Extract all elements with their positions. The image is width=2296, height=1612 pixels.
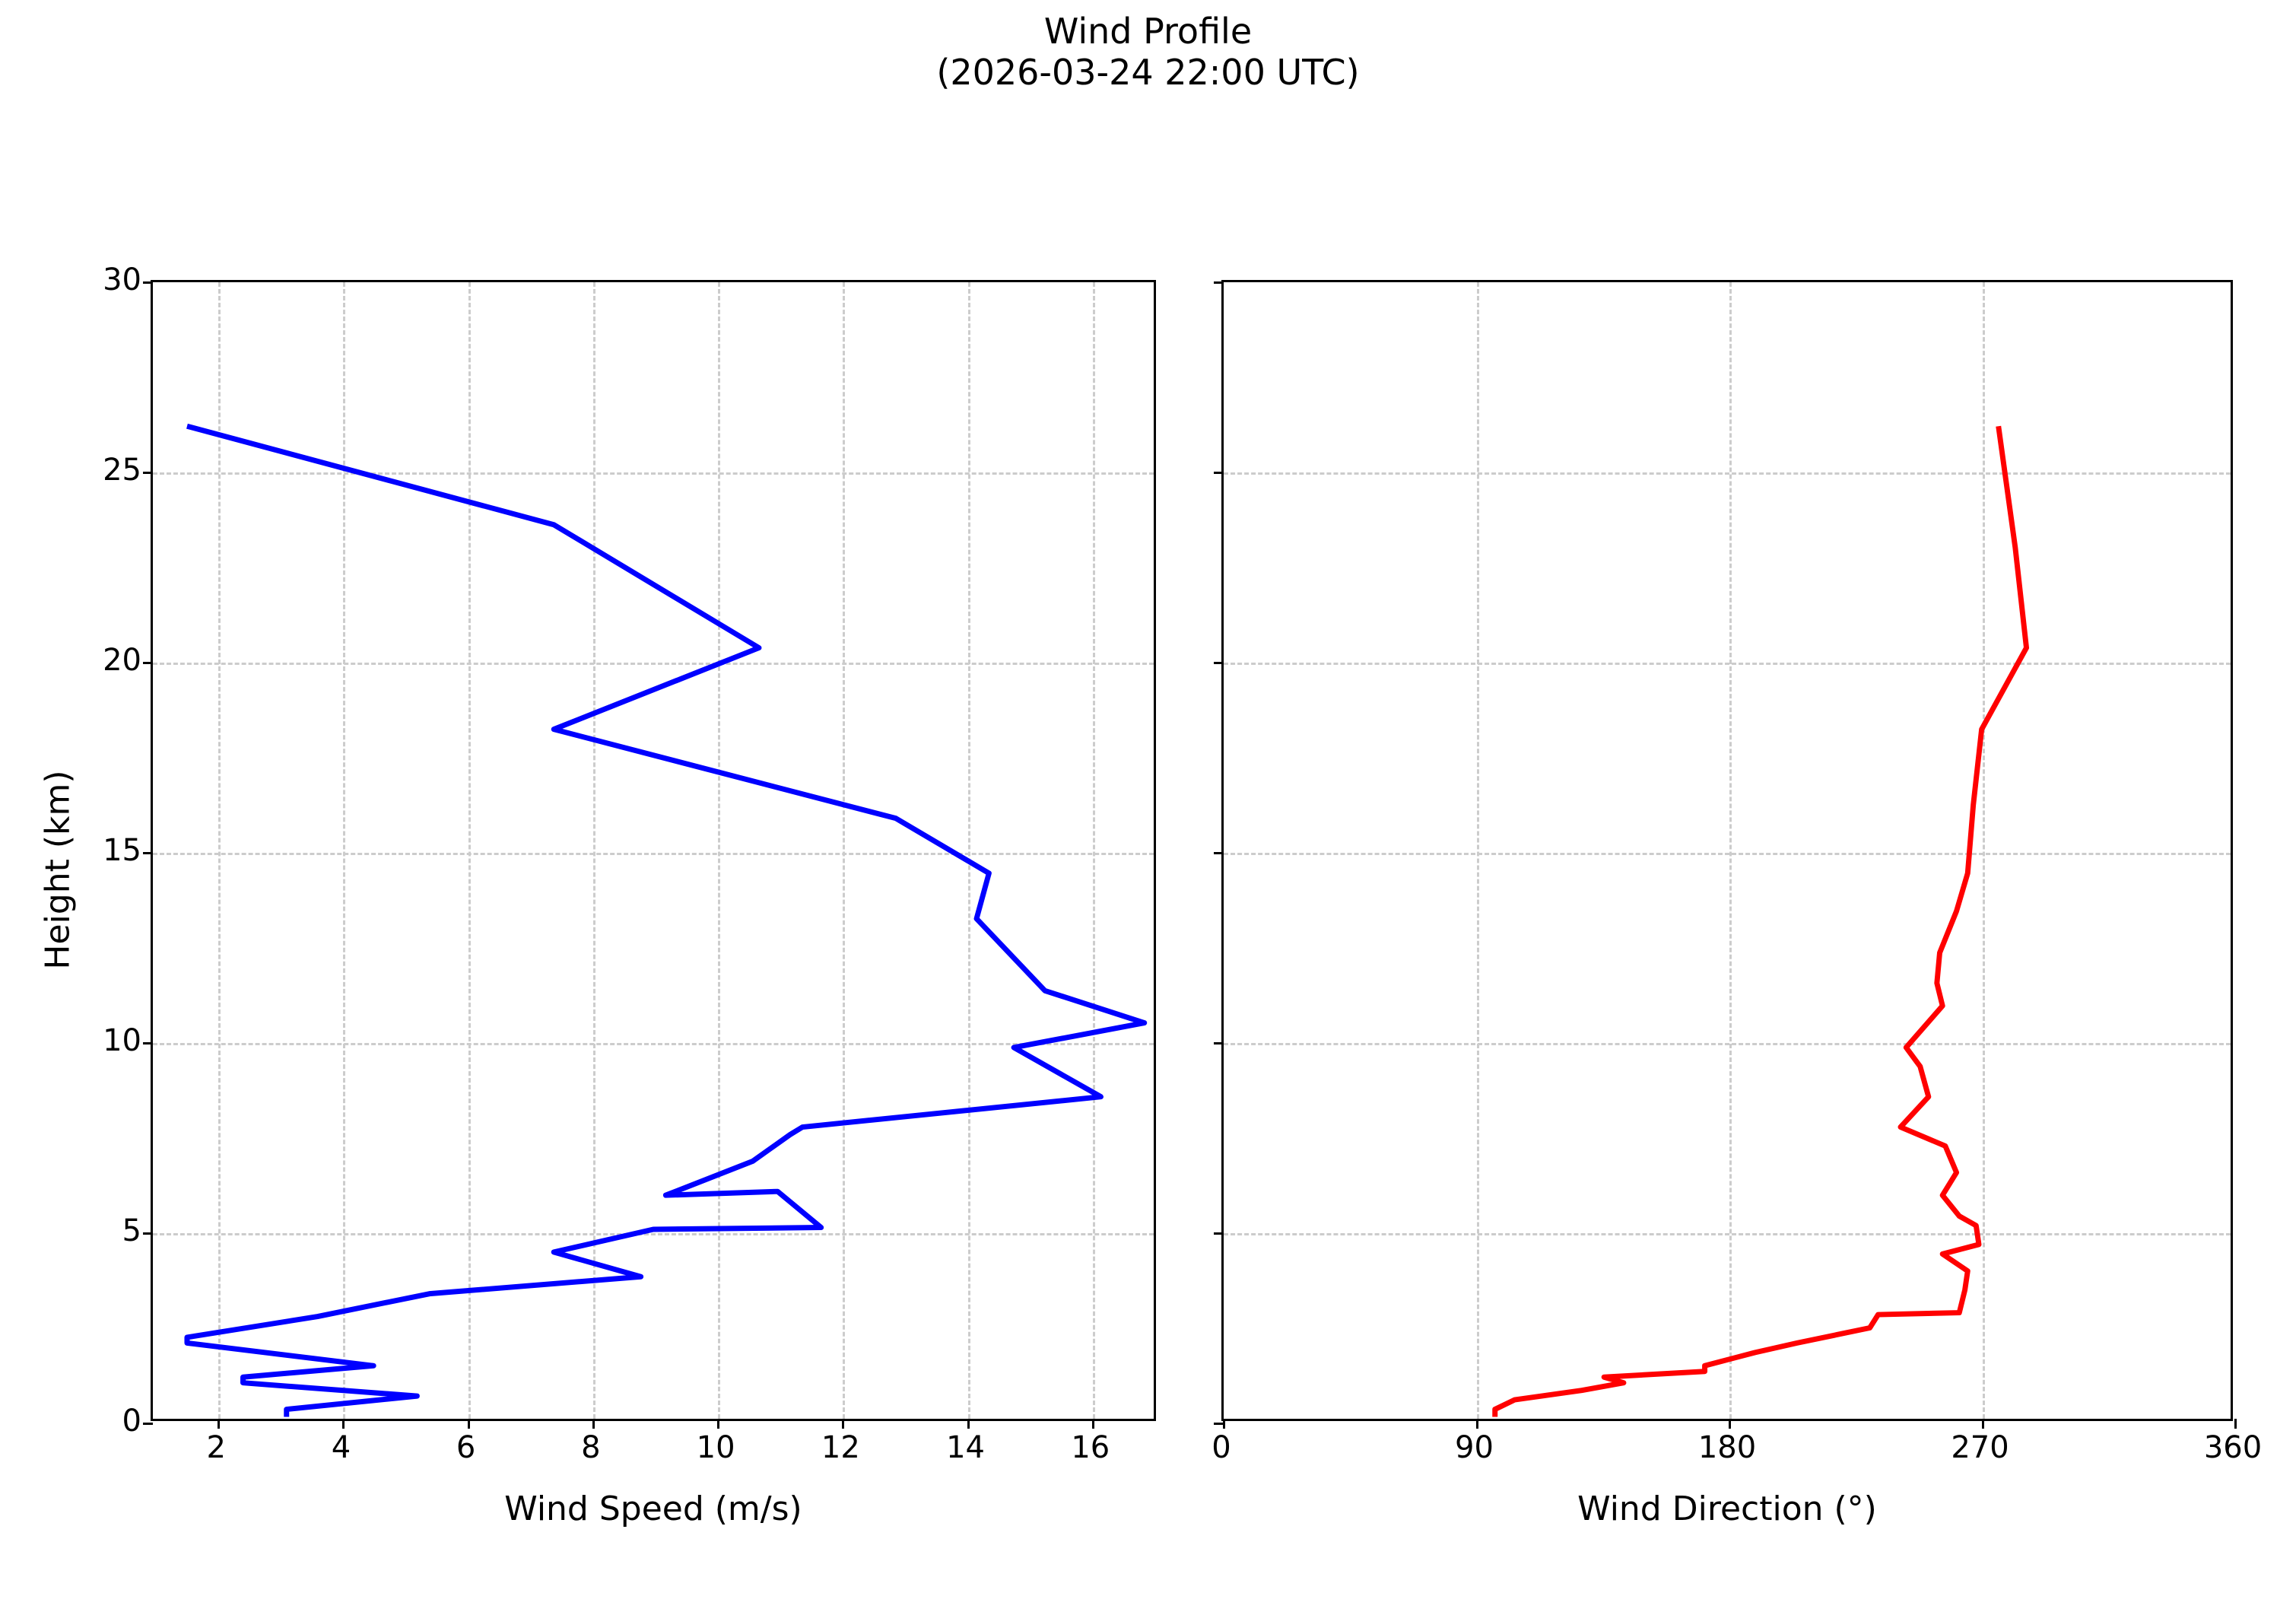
x-axis-tick: [967, 1419, 970, 1429]
y-axis-title: Height (km): [38, 770, 78, 970]
y-axis-tick: [143, 1423, 153, 1425]
x-axis-tick: [592, 1419, 595, 1429]
x-tick-label: 10: [696, 1430, 735, 1465]
vertical-gridline: [1982, 282, 1985, 1419]
y-tick-label: 5: [122, 1213, 141, 1248]
y-axis-tick: [1214, 1042, 1224, 1044]
horizontal-gridline: [1224, 853, 2231, 855]
y-axis-tick: [143, 1232, 153, 1235]
wind-speed-plot-area: [143, 280, 1156, 1429]
x-axis-tick: [1981, 1419, 1984, 1429]
horizontal-gridline: [153, 1043, 1154, 1045]
x-tick-label: 90: [1455, 1430, 1494, 1465]
x-tick-label: 4: [331, 1430, 351, 1465]
x-axis-tick: [717, 1419, 720, 1429]
horizontal-gridline: [1224, 1043, 2231, 1045]
x-axis-tick: [1091, 1419, 1094, 1429]
y-tick-label: 15: [103, 833, 141, 868]
x-axis-tick: [1729, 1419, 1731, 1429]
y-axis-tick: [1214, 852, 1224, 854]
y-axis-tick: [1214, 662, 1224, 664]
wind-direction-x-tick-labels: 0 90 180 270 360: [1212, 1430, 2262, 1476]
data-line: [1492, 425, 2030, 1417]
x-tick-label: 0: [1212, 1430, 1231, 1465]
horizontal-gridline: [153, 1233, 1154, 1235]
x-axis-tick: [842, 1419, 845, 1429]
x-tick-label: 8: [581, 1430, 601, 1465]
y-axis-tick: [1214, 472, 1224, 474]
y-axis-tick: [143, 1042, 153, 1044]
figure-title-line2: (2026-03-24 22:00 UTC): [936, 52, 1360, 94]
x-tick-label: 14: [946, 1430, 985, 1465]
wind-speed-x-tick-labels: 2 4 6 8 10 12 14 16: [151, 1430, 1156, 1476]
x-tick-label: 12: [821, 1430, 860, 1465]
horizontal-gridline: [153, 853, 1154, 855]
wind-speed-line-series: [184, 423, 1148, 1417]
y-tick-label: 20: [103, 643, 141, 678]
x-tick-label: 6: [456, 1430, 476, 1465]
x-tick-label: 360: [2203, 1430, 2263, 1465]
x-axis-tick: [342, 1419, 345, 1429]
vertical-gridline: [718, 282, 721, 1419]
y-axis-tick: [143, 852, 153, 854]
y-axis-tick: [143, 662, 153, 664]
wind-direction-x-axis-title: Wind Direction (°): [1577, 1490, 1877, 1528]
vertical-gridline: [1092, 282, 1095, 1419]
y-tick-label: 25: [103, 453, 141, 488]
figure-title-line1: Wind Profile: [1043, 11, 1253, 52]
x-axis-tick: [1475, 1419, 1478, 1429]
data-line: [184, 423, 1148, 1417]
vertical-gridline: [843, 282, 846, 1419]
vertical-gridline: [218, 282, 221, 1419]
x-axis-tick: [2234, 1419, 2237, 1429]
horizontal-gridline: [1224, 663, 2231, 665]
horizontal-gridline: [153, 472, 1154, 475]
vertical-gridline: [1729, 282, 1732, 1419]
vertical-gridline: [468, 282, 471, 1419]
y-axis-tick-labels: 0 5 10 15 20 25 30: [0, 262, 141, 1439]
figure-title: Wind Profile (2026-03-24 22:00 UTC): [0, 11, 2296, 94]
wind-direction-line-series: [1492, 425, 2030, 1417]
y-axis-tick: [143, 281, 153, 284]
y-axis-tick: [143, 472, 153, 474]
x-tick-label: 2: [206, 1430, 226, 1465]
vertical-gridline: [592, 282, 595, 1419]
y-axis-tick: [1214, 1423, 1224, 1425]
x-axis-tick: [218, 1419, 221, 1429]
x-tick-label: 16: [1071, 1430, 1110, 1465]
horizontal-gridline: [1224, 1233, 2231, 1235]
wind-speed-x-axis-title: Wind Speed (m/s): [504, 1490, 802, 1528]
vertical-gridline: [343, 282, 346, 1419]
x-tick-label: 270: [1951, 1430, 2009, 1465]
y-axis-tick: [1214, 1232, 1224, 1235]
wind-direction-plot-area: [1214, 280, 2237, 1429]
vertical-gridline: [1476, 282, 1479, 1419]
horizontal-gridline: [153, 663, 1154, 665]
x-axis-tick: [467, 1419, 470, 1429]
y-tick-label: 0: [122, 1404, 141, 1439]
vertical-gridline: [967, 282, 970, 1419]
y-tick-label: 30: [103, 262, 141, 297]
x-tick-label: 180: [1697, 1430, 1757, 1465]
horizontal-gridline: [1224, 472, 2231, 475]
y-tick-label: 10: [103, 1023, 141, 1058]
y-axis-tick: [1214, 281, 1224, 284]
x-axis-tick: [1223, 1419, 1225, 1429]
